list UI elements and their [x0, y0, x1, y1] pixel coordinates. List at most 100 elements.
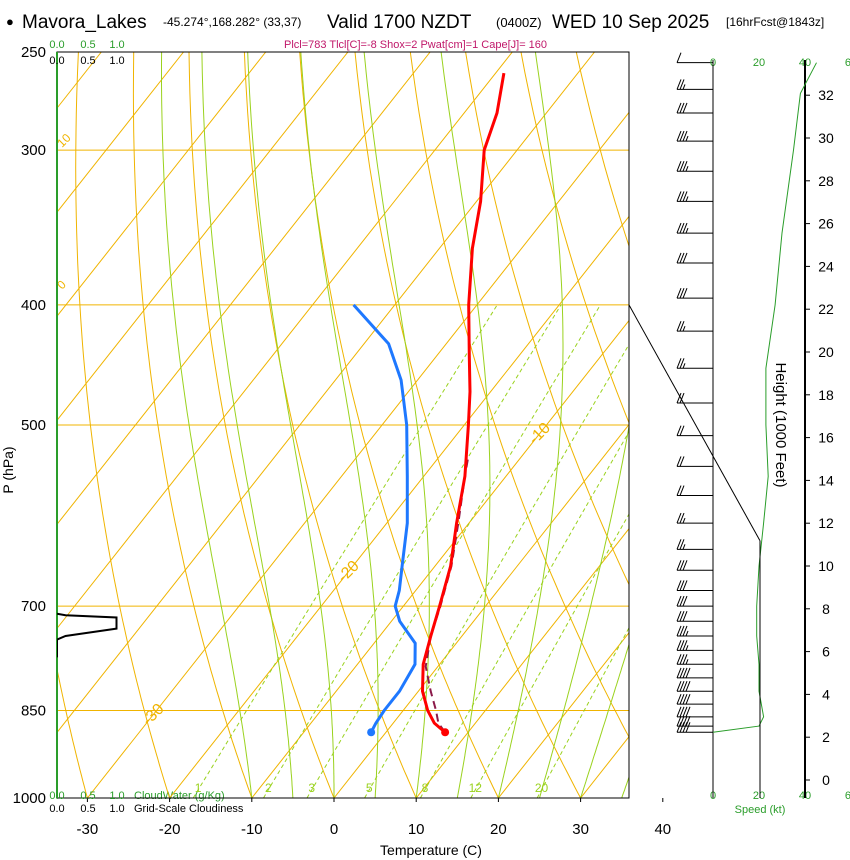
wind-barb-flag [685, 196, 689, 202]
wind-barb-flag [676, 102, 682, 114]
mixing-ratio-line [536, 626, 629, 798]
cloudwater-top-label: 1.0 [109, 39, 124, 51]
wind-barb-flag [679, 130, 685, 142]
wind-barb-flag [679, 102, 685, 114]
wind-barb [676, 161, 713, 172]
dry-adiabat-line [57, 666, 88, 798]
wind-barb-flag [685, 166, 689, 172]
wind-barb-flag [682, 252, 688, 264]
wind-barb-flag [685, 227, 689, 234]
cloudiness-top-label: 0.0 [49, 55, 64, 67]
isotherm-label: 0 [699, 308, 717, 326]
pressure-tick-label: 500 [21, 417, 46, 434]
wind-barb-flag [682, 625, 688, 637]
wind-barb-flag [676, 320, 682, 332]
wind-barb-flag [679, 560, 685, 571]
wind-barb-flag [676, 715, 682, 727]
wind-barb [676, 222, 713, 234]
height-tick-label: 2 [822, 729, 830, 745]
speed-profile-line [712, 62, 817, 733]
wind-barb [676, 560, 713, 571]
wind-barb-flag [676, 512, 682, 524]
x-tick-label: -10 [241, 821, 263, 838]
wind-barb-flag [676, 595, 682, 607]
dry-adiabat-line [632, 52, 850, 798]
pressure-tick-label: 700 [21, 598, 46, 615]
x-tick-label: -30 [77, 821, 99, 838]
mixing-ratio-label: 2 [265, 781, 272, 795]
wind-barb-flag [685, 659, 689, 665]
wind-barb-flag [679, 625, 685, 637]
dry-adiabat-line [188, 52, 335, 798]
cloudiness-bottom-label: 1.0 [109, 803, 124, 815]
wind-barb-flag [682, 640, 688, 651]
dry-adiabat-line [520, 52, 629, 425]
wind-barb-flag [682, 517, 686, 524]
wind-barb-flag [679, 485, 685, 496]
wind-barb-flag [676, 191, 682, 202]
wind-barb-flag [679, 392, 685, 404]
wind-barb [676, 580, 713, 591]
mixing-ratio-label: 5 [366, 781, 373, 795]
cloudwater-bottom-label: 1.0 [109, 790, 124, 802]
isotherm-line [57, 52, 595, 734]
height-tick-label: 14 [818, 472, 834, 488]
wind-barb [676, 539, 713, 550]
wind-barb [676, 722, 713, 733]
wind-barb [676, 252, 713, 264]
isotherm-line [169, 215, 629, 798]
wind-barb-flag [679, 79, 685, 90]
wind-barb-flag [676, 485, 682, 496]
x-tick-label: 20 [490, 821, 507, 838]
wind-barb [676, 715, 713, 727]
title-bullet: ● [6, 14, 14, 29]
cloudiness-bottom-label: 0.0 [49, 803, 64, 815]
moist-adiabat-line [580, 642, 629, 798]
wind-barb-flag [682, 595, 688, 607]
wind-barb-flag [679, 425, 685, 436]
valid-time: Valid 1700 NZDT [327, 12, 472, 33]
wind-barb-flag [676, 392, 682, 404]
mixing-ratio-line [470, 513, 629, 798]
wind-barb-flag [682, 325, 686, 332]
speed-tick-top: 20 [753, 57, 765, 69]
isotherm-label: 20 [695, 514, 720, 539]
plot-frame [56, 51, 630, 799]
wind-barb-flag [676, 456, 682, 467]
wind-barb-flag [685, 645, 689, 651]
wind-barb-flag [676, 79, 682, 90]
wind-barb-flag [682, 681, 688, 692]
wind-barb-flag [679, 539, 685, 550]
wind-barb-flag [676, 611, 682, 622]
mixing-ratio-label: 3 [308, 781, 315, 795]
isotherm-line [57, 52, 431, 526]
wind-barb-flag [676, 560, 682, 571]
wind-barb [676, 706, 713, 718]
isotherm-line [57, 52, 349, 422]
wind-barb-flag [685, 681, 691, 692]
forecast-date: WED 10 Sep 2025 [552, 12, 709, 33]
wind-barb-flag [682, 715, 688, 727]
height-tick-label: 12 [818, 515, 834, 531]
wind-barb-flag [682, 560, 688, 571]
wind-barb [676, 693, 713, 705]
wind-barb-flag [676, 681, 682, 692]
x-tick-label: -20 [159, 821, 181, 838]
wind-barb-flag [679, 715, 685, 727]
wind-barb-flag [685, 706, 691, 718]
wind-barb-flag [676, 667, 682, 679]
surface-dewpoint-point [367, 728, 376, 737]
wind-barb-flag [676, 252, 682, 264]
height-axis-title: Height (1000 Feet) [772, 362, 789, 487]
wind-barb-flag [676, 287, 682, 299]
isotherm-line [57, 52, 184, 213]
wind-barb-flag [685, 715, 691, 727]
wind-barb-flag [682, 161, 688, 172]
moist-adiabat-line [247, 52, 335, 798]
y-axis-title: P (hPa) [0, 446, 16, 493]
wind-barb-flag [679, 611, 685, 622]
moist-adiabat-line [161, 52, 253, 798]
wind-barb-flag [679, 320, 685, 332]
